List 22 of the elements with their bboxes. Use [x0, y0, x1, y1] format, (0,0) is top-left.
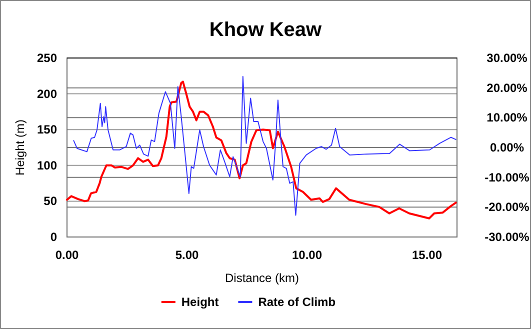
legend-label: Rate of Climb: [258, 295, 336, 309]
y-tick-label: 100: [36, 158, 58, 172]
y-tick-label: 150: [36, 122, 58, 137]
y2-tick-label: 0.00%: [490, 140, 524, 154]
x-tick-label: 15.00: [412, 248, 442, 262]
y2-tick-label: -30.00%: [484, 230, 530, 244]
y-tick-label: 0: [50, 230, 58, 244]
y-tick-label: 50: [44, 194, 58, 208]
y2-tick-label: -10.00%: [484, 170, 530, 184]
y2-tick-label: 10.00%: [486, 110, 528, 125]
legend-label: Height: [181, 295, 219, 309]
y-axis-title: Height (m): [13, 119, 27, 176]
x-axis-title: Distance (km): [224, 271, 300, 285]
chart-title: Khow Keaw: [209, 19, 322, 41]
x-tick-label: 0.00: [55, 248, 79, 262]
x-tick-label: 5.00: [175, 248, 199, 262]
y2-tick-label: 20.00%: [486, 80, 528, 95]
y2-tick-label: 30.00%: [486, 51, 528, 65]
y-tick-label: 250: [36, 51, 58, 65]
y2-tick-label: -20.00%: [484, 200, 530, 214]
y-tick-label: 200: [36, 86, 58, 101]
x-tick-label: 10.00: [292, 248, 322, 262]
